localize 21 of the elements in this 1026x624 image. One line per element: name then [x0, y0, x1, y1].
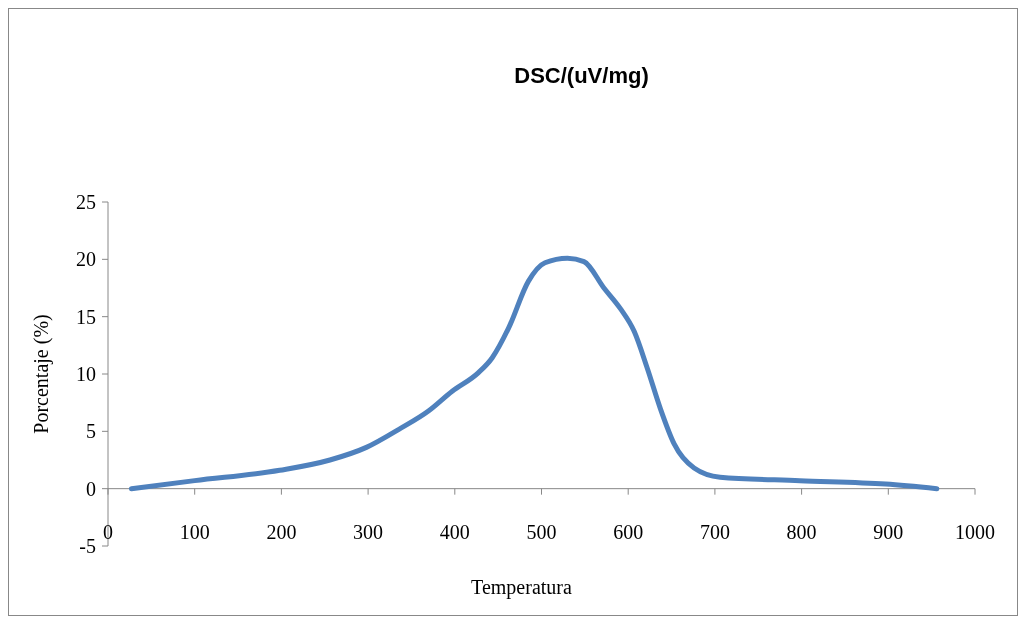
x-tick-label: 400: [439, 520, 470, 543]
x-tick-label: 800: [786, 520, 817, 543]
x-tick-label: 900: [873, 520, 904, 543]
x-tick-label: 0: [103, 520, 113, 543]
x-tick-label: 600: [613, 520, 644, 543]
y-tick-label: 0: [86, 477, 96, 500]
y-tick-label: 15: [76, 305, 96, 328]
x-tick-label: 700: [699, 520, 730, 543]
x-tick-label: 1000: [955, 520, 995, 543]
y-tick-label: 25: [76, 191, 96, 213]
y-axis-title: Porcentaje (%): [30, 314, 53, 434]
chart-title: DSC/(uV/mg): [514, 63, 649, 88]
y-tick-label: 5: [86, 420, 96, 443]
x-tick-label: 100: [179, 520, 210, 543]
x-tick-label: 200: [266, 520, 297, 543]
x-tick-label: 300: [353, 520, 384, 543]
y-tick-label: 20: [76, 248, 96, 271]
y-tick-label: -5: [79, 535, 96, 557]
y-tick-label: 10: [76, 363, 96, 385]
x-axis-title: Temperatura: [471, 575, 572, 599]
x-tick-label: 500: [526, 520, 557, 543]
